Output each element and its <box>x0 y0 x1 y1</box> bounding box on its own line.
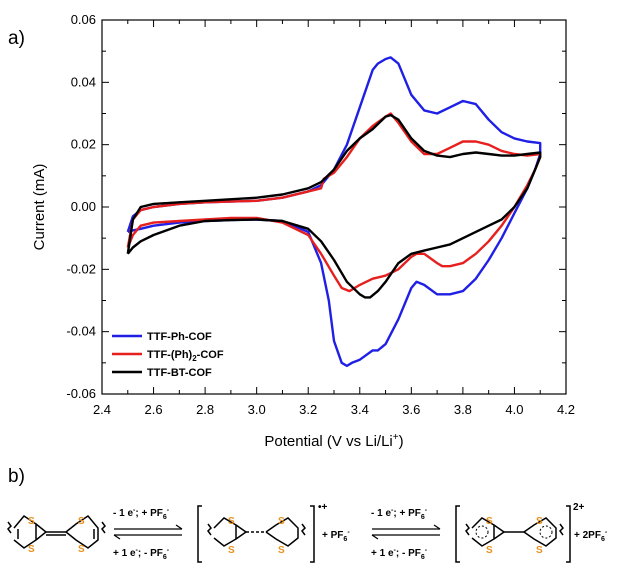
radical-cation-s1: S <box>228 516 235 527</box>
x-tick-label: 3.2 <box>299 402 317 417</box>
y-tick-label: -0.04 <box>66 324 96 339</box>
ttf-neutral-s2: S <box>28 544 35 555</box>
equilibrium-arrow-1 <box>113 524 183 540</box>
x-axis-title: Potential (V vs Li/Li+) <box>264 432 403 450</box>
dication-charge: 2+ <box>573 502 585 513</box>
x-tick-label: 4.0 <box>505 402 523 417</box>
ttf-neutral-s4: S <box>78 544 85 555</box>
radical-cation-charge: •+ <box>318 502 328 513</box>
y-tick-label: 0.02 <box>71 137 96 152</box>
step2-forward-label: - 1 e-; + PF6- <box>371 507 428 521</box>
y-tick-label: 0.06 <box>71 12 96 27</box>
ttf-radical-cation <box>197 505 315 563</box>
equilibrium-arrow-2 <box>371 524 441 540</box>
counterion-1: + PF6- <box>322 529 350 543</box>
y-tick-label: 0.00 <box>71 199 96 214</box>
panel-b-label: b) <box>8 466 25 487</box>
step2-backward-label: + 1 e-; - PF6- <box>371 547 428 561</box>
dication-s4: S <box>536 545 543 556</box>
series-line-3 <box>126 113 542 299</box>
x-tick-label: 3.4 <box>351 402 369 417</box>
y-tick-label: -0.02 <box>66 261 96 276</box>
ttf-dication <box>455 505 571 563</box>
panel-a-label: a) <box>8 28 25 49</box>
step1-backward-label: + 1 e-; - PF6- <box>113 547 170 561</box>
tick-labels: 2.4 2.6 2.8 3.0 3.2 3.4 3.6 3.8 4.0 4.2 -0.06 -0.04… <box>66 12 575 417</box>
redox-scheme: S S S S - 1 e-; + PF6- + 1 e-; - PF6- S … <box>7 502 608 563</box>
radical-cation-s2: S <box>228 545 235 556</box>
dication-s3: S <box>536 516 543 527</box>
series-line-1 <box>126 56 542 368</box>
ttf-neutral-s1: S <box>28 516 35 527</box>
step1-forward-label: - 1 e-; + PF6- <box>113 507 170 521</box>
x-tick-label: 2.6 <box>145 402 163 417</box>
x-tick-label: 2.8 <box>196 402 214 417</box>
dication-s1: S <box>486 516 493 527</box>
radical-cation-s4: S <box>278 545 285 556</box>
x-tick-label: 2.4 <box>93 402 111 417</box>
counterion-2: + 2PF6- <box>574 529 608 543</box>
dication-s2: S <box>486 545 493 556</box>
y-tick-label: 0.04 <box>71 74 96 89</box>
x-tick-label: 3.8 <box>454 402 472 417</box>
legend-label-3: TTF-BT-COF <box>147 367 212 379</box>
x-tick-label: 3.6 <box>402 402 420 417</box>
legend-label-2: TTF-(Ph)2-COF <box>147 349 224 363</box>
ttf-neutral-s3: S <box>78 516 85 527</box>
x-tick-label: 4.2 <box>557 402 575 417</box>
legend: TTF-Ph-COF TTF-(Ph)2-COF TTF-BT-COF <box>112 331 224 379</box>
y-axis-title: Current (mA) <box>31 164 48 251</box>
x-tick-label: 3.0 <box>248 402 266 417</box>
ttf-neutral <box>7 515 106 549</box>
radical-cation-s3: S <box>278 516 285 527</box>
y-tick-label: -0.06 <box>66 386 96 401</box>
series-layer <box>126 56 542 368</box>
plot-frame <box>101 19 567 395</box>
legend-label-1: TTF-Ph-COF <box>147 331 212 343</box>
